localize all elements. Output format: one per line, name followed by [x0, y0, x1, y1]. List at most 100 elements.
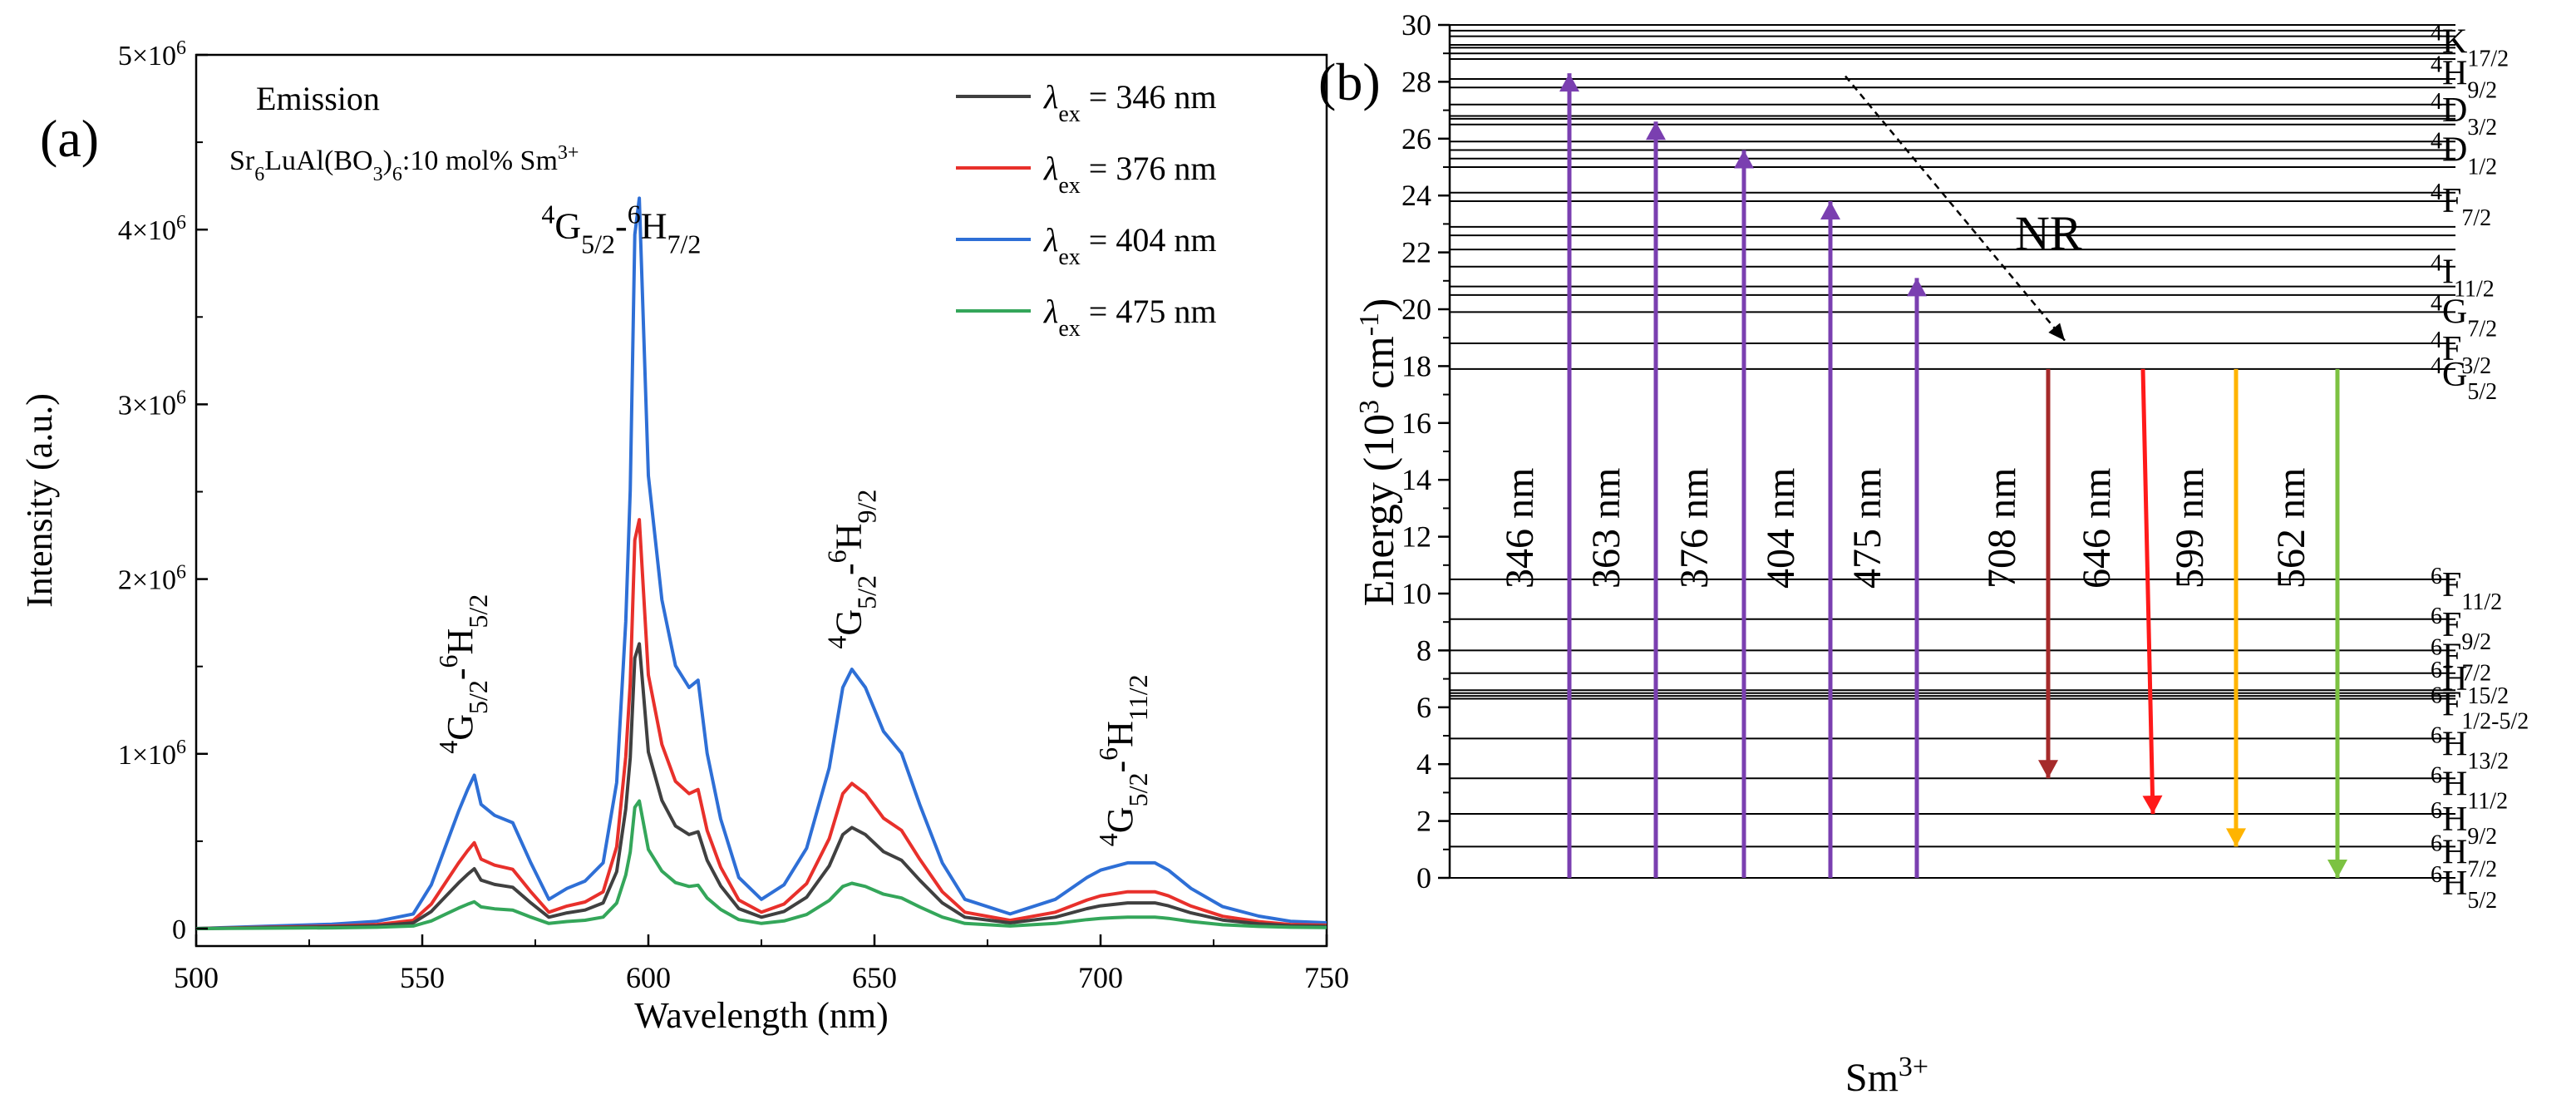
x-tick-label: 500 [174, 961, 219, 994]
term-symbol-label: 4K17/2 [2431, 20, 2509, 71]
term-symbol-label: 6H5/2 [2431, 862, 2497, 914]
excitation-arrow-head [1734, 150, 1754, 169]
emission-arrow-head [2038, 760, 2058, 779]
transition-arrows: 346 nm 363 nm 376 nm 404 nm 475 nm 708 nm 646 … [1498, 73, 2347, 878]
excitation-arrow-head [1559, 73, 1579, 92]
term-symbol-label: 6H7/2 [2431, 830, 2497, 882]
plot-a-sample-formula: Sr6LuAl(BO3)6:10 mol% Sm3+ [229, 142, 579, 185]
energy-tick-label: 20 [1401, 293, 1431, 326]
term-symbol-label: 6F7/2 [2431, 634, 2491, 686]
term-symbol-label: 6F1/2-5/2 [2431, 683, 2529, 734]
emission-spectrum-chart: 500 550 600 650 700 750 0 1×106 2×106 3×106 4×106… [19, 37, 1349, 1036]
legend-entry: λex = 346 nm [1043, 78, 1216, 127]
plot-a-title: Emission [256, 80, 380, 117]
excitation-label: 363 nm [1584, 468, 1628, 589]
transition-annotation-text: 4G5/2-6H9/2 [822, 490, 882, 649]
emission-arrow-head [2142, 795, 2163, 815]
ion-label: Sm3+ [1845, 1052, 1928, 1101]
term-symbol-label: 4G7/2 [2431, 290, 2497, 342]
series-line-376-nm [195, 518, 1327, 930]
x-tick-label: 600 [626, 961, 671, 994]
energy-tick-label: 22 [1401, 236, 1431, 269]
transition-annotation-text: 4G5/2-6H7/2 [541, 200, 701, 259]
legend-entry: λex = 475 nm [1043, 293, 1216, 342]
transition-annotation: 4G5/2-6H7/2 [541, 200, 701, 259]
level-labels: 6H5/26H7/26H9/26H11/26H13/26F1/2-5/26H15… [2431, 20, 2529, 913]
emission-label: 599 nm [2168, 468, 2212, 589]
excitation-label: 475 nm [1845, 468, 1889, 589]
energy-tick-label: 0 [1416, 861, 1431, 895]
y-tick-label: 4×106 [118, 212, 186, 246]
x-tick-label: 650 [852, 961, 897, 994]
transition-annotation: 4G5/2-6H11/2 [1093, 674, 1153, 846]
excitation-arrow-head [1820, 201, 1840, 220]
energy-tick-label: 28 [1401, 65, 1431, 98]
series-line-346-nm [195, 642, 1327, 930]
y-tick-label: 2×106 [118, 562, 186, 596]
energy-tick-label: 12 [1401, 520, 1431, 554]
plot-a-y-axis-label: Intensity (a.u.) [19, 393, 60, 608]
energy-levels [1450, 24, 2455, 879]
y-tick-label: 3×106 [118, 387, 186, 421]
series-line-404-nm [195, 196, 1327, 930]
emission-arrow [2140, 368, 2155, 815]
energy-tick-label: 30 [1401, 8, 1431, 42]
excitation-label: 346 nm [1498, 468, 1542, 589]
excitation-label: 404 nm [1759, 468, 1803, 589]
emission-label: 708 nm [1980, 468, 2024, 589]
emission-arrow-head [2327, 860, 2347, 878]
term-symbol-label: 6F11/2 [2431, 563, 2502, 614]
plot-a-x-ticks: 500 550 600 650 700 750 [174, 934, 1349, 994]
energy-tick-label: 14 [1401, 463, 1431, 496]
energy-tick-label: 18 [1401, 349, 1431, 382]
y-tick-label: 5×106 [118, 37, 186, 71]
emission-label: 562 nm [2269, 468, 2313, 589]
transition-annotation-text: 4G5/2-6H5/2 [433, 594, 493, 754]
energy-tick-label: 8 [1416, 633, 1431, 667]
term-symbol-label: 6H9/2 [2431, 798, 2497, 850]
y-tick-label: 0 [172, 914, 186, 945]
emission-arrow-head [2226, 828, 2246, 847]
x-tick-label: 750 [1304, 961, 1349, 994]
plot-a-x-axis-label: Wavelength (nm) [634, 995, 889, 1036]
energy-tick-label: 26 [1401, 122, 1431, 155]
x-tick-label: 700 [1078, 961, 1123, 994]
plot-a-frame [195, 53, 1328, 948]
y-tick-label: 1×106 [118, 737, 186, 771]
term-symbol-label: 4D3/2 [2431, 88, 2497, 140]
panel-a-label: (a) [40, 109, 99, 168]
x-tick-label: 550 [400, 961, 445, 994]
energy-tick-label: 24 [1401, 179, 1431, 212]
term-symbol-label: 4D1/2 [2431, 128, 2497, 180]
term-symbol-label: 6H15/2 [2431, 657, 2509, 708]
energy-tick-label: 16 [1401, 407, 1431, 440]
nonradiative-label: NR [2015, 206, 2082, 260]
term-symbol-label: 4F3/2 [2431, 328, 2491, 379]
panel-b-label: (b) [1318, 52, 1381, 111]
transition-annotation-text: 4G5/2-6H11/2 [1093, 674, 1153, 846]
term-symbol-label: 6H13/2 [2431, 722, 2509, 774]
term-symbol-label: 4F7/2 [2431, 180, 2491, 231]
energy-tick-label: 2 [1416, 805, 1431, 838]
plot-a-y-ticks: 0 1×106 2×106 3×106 4×106 5×106 [118, 37, 208, 945]
term-symbol-label: 4I11/2 [2431, 250, 2495, 302]
term-symbol-label: 4G5/2 [2431, 352, 2497, 404]
plot-a-series [195, 196, 1327, 930]
excitation-arrow-head [1907, 278, 1927, 297]
term-symbol-label: 6H11/2 [2431, 762, 2508, 814]
transition-annotation: 4G5/2-6H5/2 [433, 594, 493, 754]
energy-tick-label: 6 [1416, 691, 1431, 724]
term-symbol-label: 4H9/2 [2431, 52, 2497, 103]
nonradiative-arrow-head [2048, 323, 2065, 341]
energy-tick-label: 4 [1416, 747, 1431, 781]
energy-axis-label: Energy (103 cm-1) [1354, 298, 1404, 607]
term-symbol-label: 6F9/2 [2431, 603, 2491, 654]
legend-entry: λex = 376 nm [1043, 150, 1216, 199]
plot-a-legend: λex = 346 nm λex = 376 nm λex = 404 nm λex … [956, 78, 1216, 342]
energy-tick-label: 10 [1401, 577, 1431, 610]
legend-entry: λex = 404 nm [1043, 221, 1216, 270]
excitation-label: 376 nm [1672, 468, 1717, 589]
